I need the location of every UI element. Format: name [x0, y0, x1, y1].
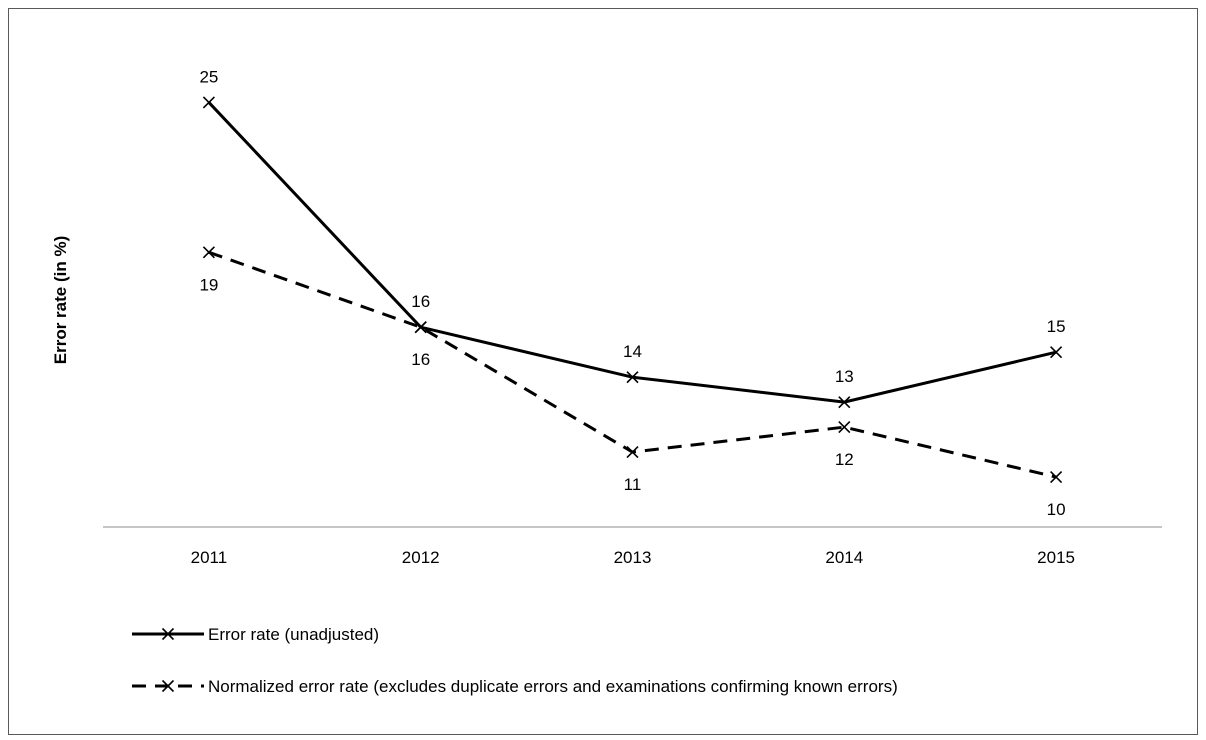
data-label: 25	[199, 67, 218, 86]
plot-area: 2011 2012 2013 2014 2015 25 16 14 13 15 19 16 11 12 10	[103, 67, 1162, 567]
data-label: 14	[623, 342, 642, 361]
x-tick-label: 2012	[402, 548, 440, 567]
data-point-marker	[414, 321, 427, 334]
data-point-marker	[626, 371, 639, 384]
x-tick-label: 2011	[191, 548, 228, 567]
data-label: 11	[624, 475, 642, 494]
x-tick-label: 2013	[614, 548, 652, 567]
data-point-marker	[161, 627, 175, 641]
data-label: 19	[199, 275, 218, 294]
data-point-marker	[161, 679, 175, 693]
data-label: 13	[835, 367, 854, 386]
legend-label: Error rate (unadjusted)	[208, 625, 379, 644]
data-label: 16	[411, 350, 430, 369]
data-label: 12	[835, 450, 854, 469]
y-axis-label: Error rate (in %)	[51, 236, 70, 364]
data-point-marker	[838, 421, 851, 434]
data-point-marker	[202, 96, 215, 109]
x-tick-label: 2014	[825, 548, 863, 567]
x-tick-label: 2015	[1037, 548, 1075, 567]
legend: Error rate (unadjusted) Normalized error …	[132, 625, 898, 696]
data-label: 16	[411, 292, 430, 311]
data-point-marker	[1050, 346, 1063, 359]
data-label: 15	[1047, 317, 1066, 336]
data-label: 10	[1047, 500, 1066, 519]
data-point-marker	[626, 446, 639, 459]
data-point-marker	[202, 246, 215, 259]
data-point-marker	[838, 396, 851, 409]
data-point-marker	[1050, 470, 1063, 484]
legend-entry: Normalized error rate (excludes duplicat…	[132, 677, 898, 696]
legend-entry: Error rate (unadjusted)	[132, 625, 379, 644]
legend-label: Normalized error rate (excludes duplicat…	[208, 677, 898, 696]
